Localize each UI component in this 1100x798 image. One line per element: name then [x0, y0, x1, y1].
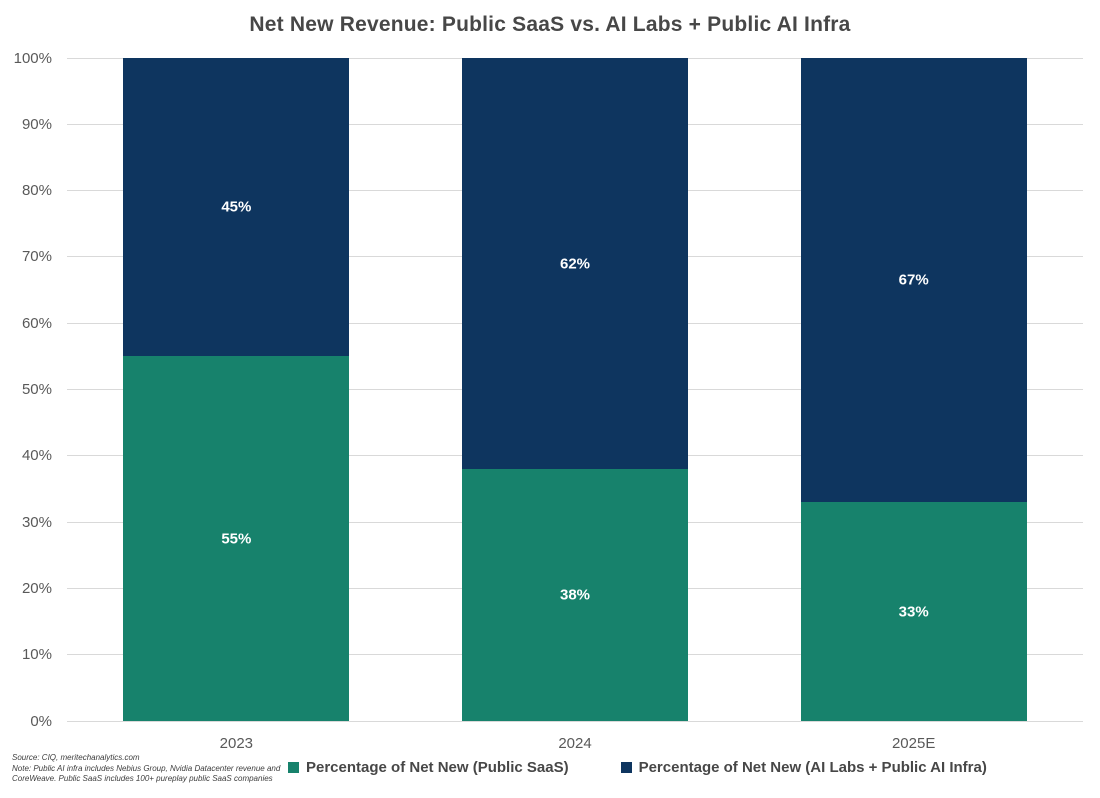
source-note: Source: CIQ, meritechanalytics.com Note:… — [12, 753, 312, 785]
source-note-line-3: CoreWeave. Public SaaS includes 100+ pur… — [12, 774, 273, 783]
bar-segment-2024-series-0 — [462, 469, 688, 721]
x-axis-label-2023: 2023 — [219, 735, 254, 752]
y-axis-tick-100: 100% — [13, 49, 52, 67]
y-axis-tick-10: 10% — [21, 646, 52, 664]
data-label-2025E-series-1: 67% — [898, 271, 929, 289]
data-label-2023-series-1: 45% — [221, 198, 252, 216]
y-axis-tick-30: 30% — [21, 513, 52, 531]
x-axis-label-2024: 2024 — [558, 735, 592, 752]
bar-segment-2023-series-0 — [123, 356, 350, 721]
y-axis-tick-60: 60% — [21, 314, 52, 332]
y-axis-tick-0: 0% — [30, 712, 52, 730]
gridline-0 — [67, 720, 1083, 722]
legend-label-ai-labs-infra: Percentage of Net New (AI Labs + Public … — [638, 759, 987, 776]
y-axis-tick-20: 20% — [21, 579, 52, 597]
data-label-2024-series-0: 38% — [559, 586, 591, 604]
y-axis-tick-50: 50% — [21, 381, 52, 398]
legend-label-public-saas: Percentage of Net New (Public SaaS) — [306, 759, 569, 776]
legend-swatch-public-saas — [288, 762, 299, 773]
data-label-2024-series-1: 62% — [559, 255, 591, 273]
legend-item-ai-labs-infra: Percentage of Net New (AI Labs + Public … — [620, 759, 987, 776]
bar-segment-2023-series-1 — [123, 58, 350, 357]
bar-segment-2025E-series-1 — [800, 58, 1027, 503]
source-note-line-1: Source: CIQ, meritechanalytics.com — [12, 753, 140, 762]
source-note-line-2: Note: Public AI infra includes Nebius Gr… — [12, 763, 281, 773]
data-label-2025E-series-0: 33% — [898, 603, 929, 621]
y-axis-tick-90: 90% — [21, 115, 52, 133]
y-axis-tick-80: 80% — [21, 182, 52, 200]
legend-swatch-ai-labs-infra — [620, 762, 632, 773]
x-axis-label-2025E: 2025E — [891, 735, 936, 752]
data-label-2023-series-0: 55% — [221, 530, 252, 548]
bar-segment-2025E-series-0 — [800, 502, 1027, 721]
chart-legend: Percentage of Net New (Public SaaS) Perc… — [288, 759, 987, 776]
y-axis-tick-70: 70% — [21, 248, 52, 266]
legend-item-public-saas: Percentage of Net New (Public SaaS) — [288, 759, 569, 776]
chart-title: Net New Revenue: Public SaaS vs. AI Labs… — [249, 13, 851, 36]
bar-segment-2024-series-1 — [462, 58, 688, 470]
y-axis-tick-40: 40% — [21, 447, 52, 465]
